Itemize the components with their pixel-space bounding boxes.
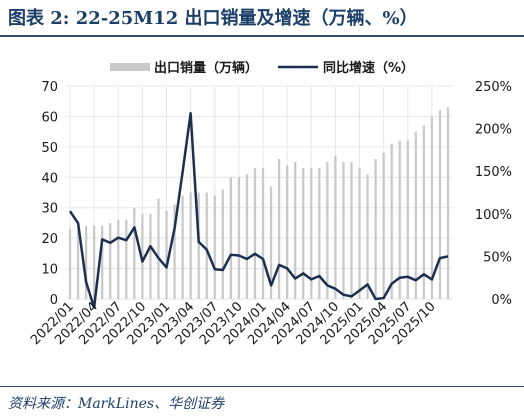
y-right-tick-label: 250% <box>475 80 512 95</box>
bar-export-volume <box>93 225 96 299</box>
bar-export-volume <box>277 159 281 299</box>
legend-bar-label: 出口销量（万辆） <box>154 60 258 76</box>
bar-export-volume <box>109 222 112 299</box>
y-right-tick-label: 150% <box>475 165 512 180</box>
title-divider <box>0 35 524 37</box>
bar-export-volume <box>286 165 289 299</box>
line-yoy-growth <box>68 112 449 309</box>
y-right-tick-label: 0% <box>491 293 512 308</box>
bar-export-volume <box>117 219 120 299</box>
bar-export-volume <box>334 155 337 299</box>
bar-export-volume <box>261 168 265 299</box>
legend-line-label: 同比增速（%） <box>323 60 414 76</box>
combo-chart: 出口销量（万辆） 同比增速（%） 0 10 20 30 40 50 60 70 0% 50% 10… <box>28 60 512 348</box>
y-right-tick-label: 100% <box>475 208 512 223</box>
y-left-tick-label: 0 <box>50 293 58 308</box>
bar-export-volume <box>318 168 321 299</box>
bar-export-volume <box>245 174 249 299</box>
bar-export-volume <box>366 174 369 299</box>
bar-export-volume <box>350 162 353 299</box>
bar-export-volume <box>253 168 257 299</box>
bar-export-volume <box>133 207 136 299</box>
bar-export-volume <box>76 229 80 299</box>
bar-export-volume <box>390 143 393 299</box>
bar-export-volume <box>326 162 329 299</box>
source-note: 资料来源：MarkLines、华创证券 <box>8 396 225 412</box>
bar-export-volume <box>68 229 72 299</box>
bar-export-volume <box>221 189 224 299</box>
bar-export-volume <box>310 168 313 299</box>
y-left-tick-label: 60 <box>41 110 58 125</box>
bar-export-volume <box>213 195 216 299</box>
bar-export-volume <box>84 225 88 299</box>
bar-export-volume <box>406 140 409 299</box>
bar-export-volume <box>197 192 200 299</box>
y-left-tick-label: 20 <box>41 232 58 247</box>
bar-export-volume <box>398 140 401 299</box>
bar-export-volume <box>173 204 176 299</box>
bar-export-volume <box>149 213 152 299</box>
bar-export-volume <box>157 198 160 299</box>
bar-export-volume <box>382 152 385 299</box>
bar-export-volume <box>125 219 128 299</box>
chart-title: 图表 2: 22-25M12 出口销量及增速（万辆、%） <box>8 8 418 29</box>
bar-export-volume <box>294 162 297 299</box>
bar-export-volume <box>205 192 208 299</box>
bottom-divider <box>0 386 524 387</box>
bar-export-volume <box>414 131 417 299</box>
y-left-tick-label: 30 <box>41 202 58 217</box>
bar-export-volume <box>189 192 192 299</box>
bar-export-volume <box>302 168 305 299</box>
bar-export-volume <box>374 159 377 299</box>
bar-export-volume <box>342 162 345 299</box>
bar-export-volume <box>237 177 241 299</box>
bar-export-volume <box>101 225 104 299</box>
bar-export-volume <box>422 125 425 299</box>
y-right-tick-label: 50% <box>483 250 512 265</box>
y-left-tick-label: 50 <box>41 141 58 156</box>
y-left-tick-label: 10 <box>41 263 58 278</box>
bar-export-volume <box>229 177 232 299</box>
legend: 出口销量（万辆） 同比增速（%） <box>110 60 414 76</box>
bar-export-volume <box>430 116 434 299</box>
y-right-tick-label: 200% <box>475 123 512 138</box>
y-left-tick-label: 70 <box>41 80 58 95</box>
bar-export-volume <box>446 107 450 299</box>
bar-export-volume <box>358 168 361 299</box>
bar-export-volume <box>438 110 442 299</box>
bar-export-volume <box>181 195 184 299</box>
y-left-tick-label: 40 <box>41 171 58 186</box>
bar-export-volume <box>165 210 168 299</box>
legend-bar-swatch <box>110 63 150 71</box>
bar-export-volume <box>269 186 273 299</box>
